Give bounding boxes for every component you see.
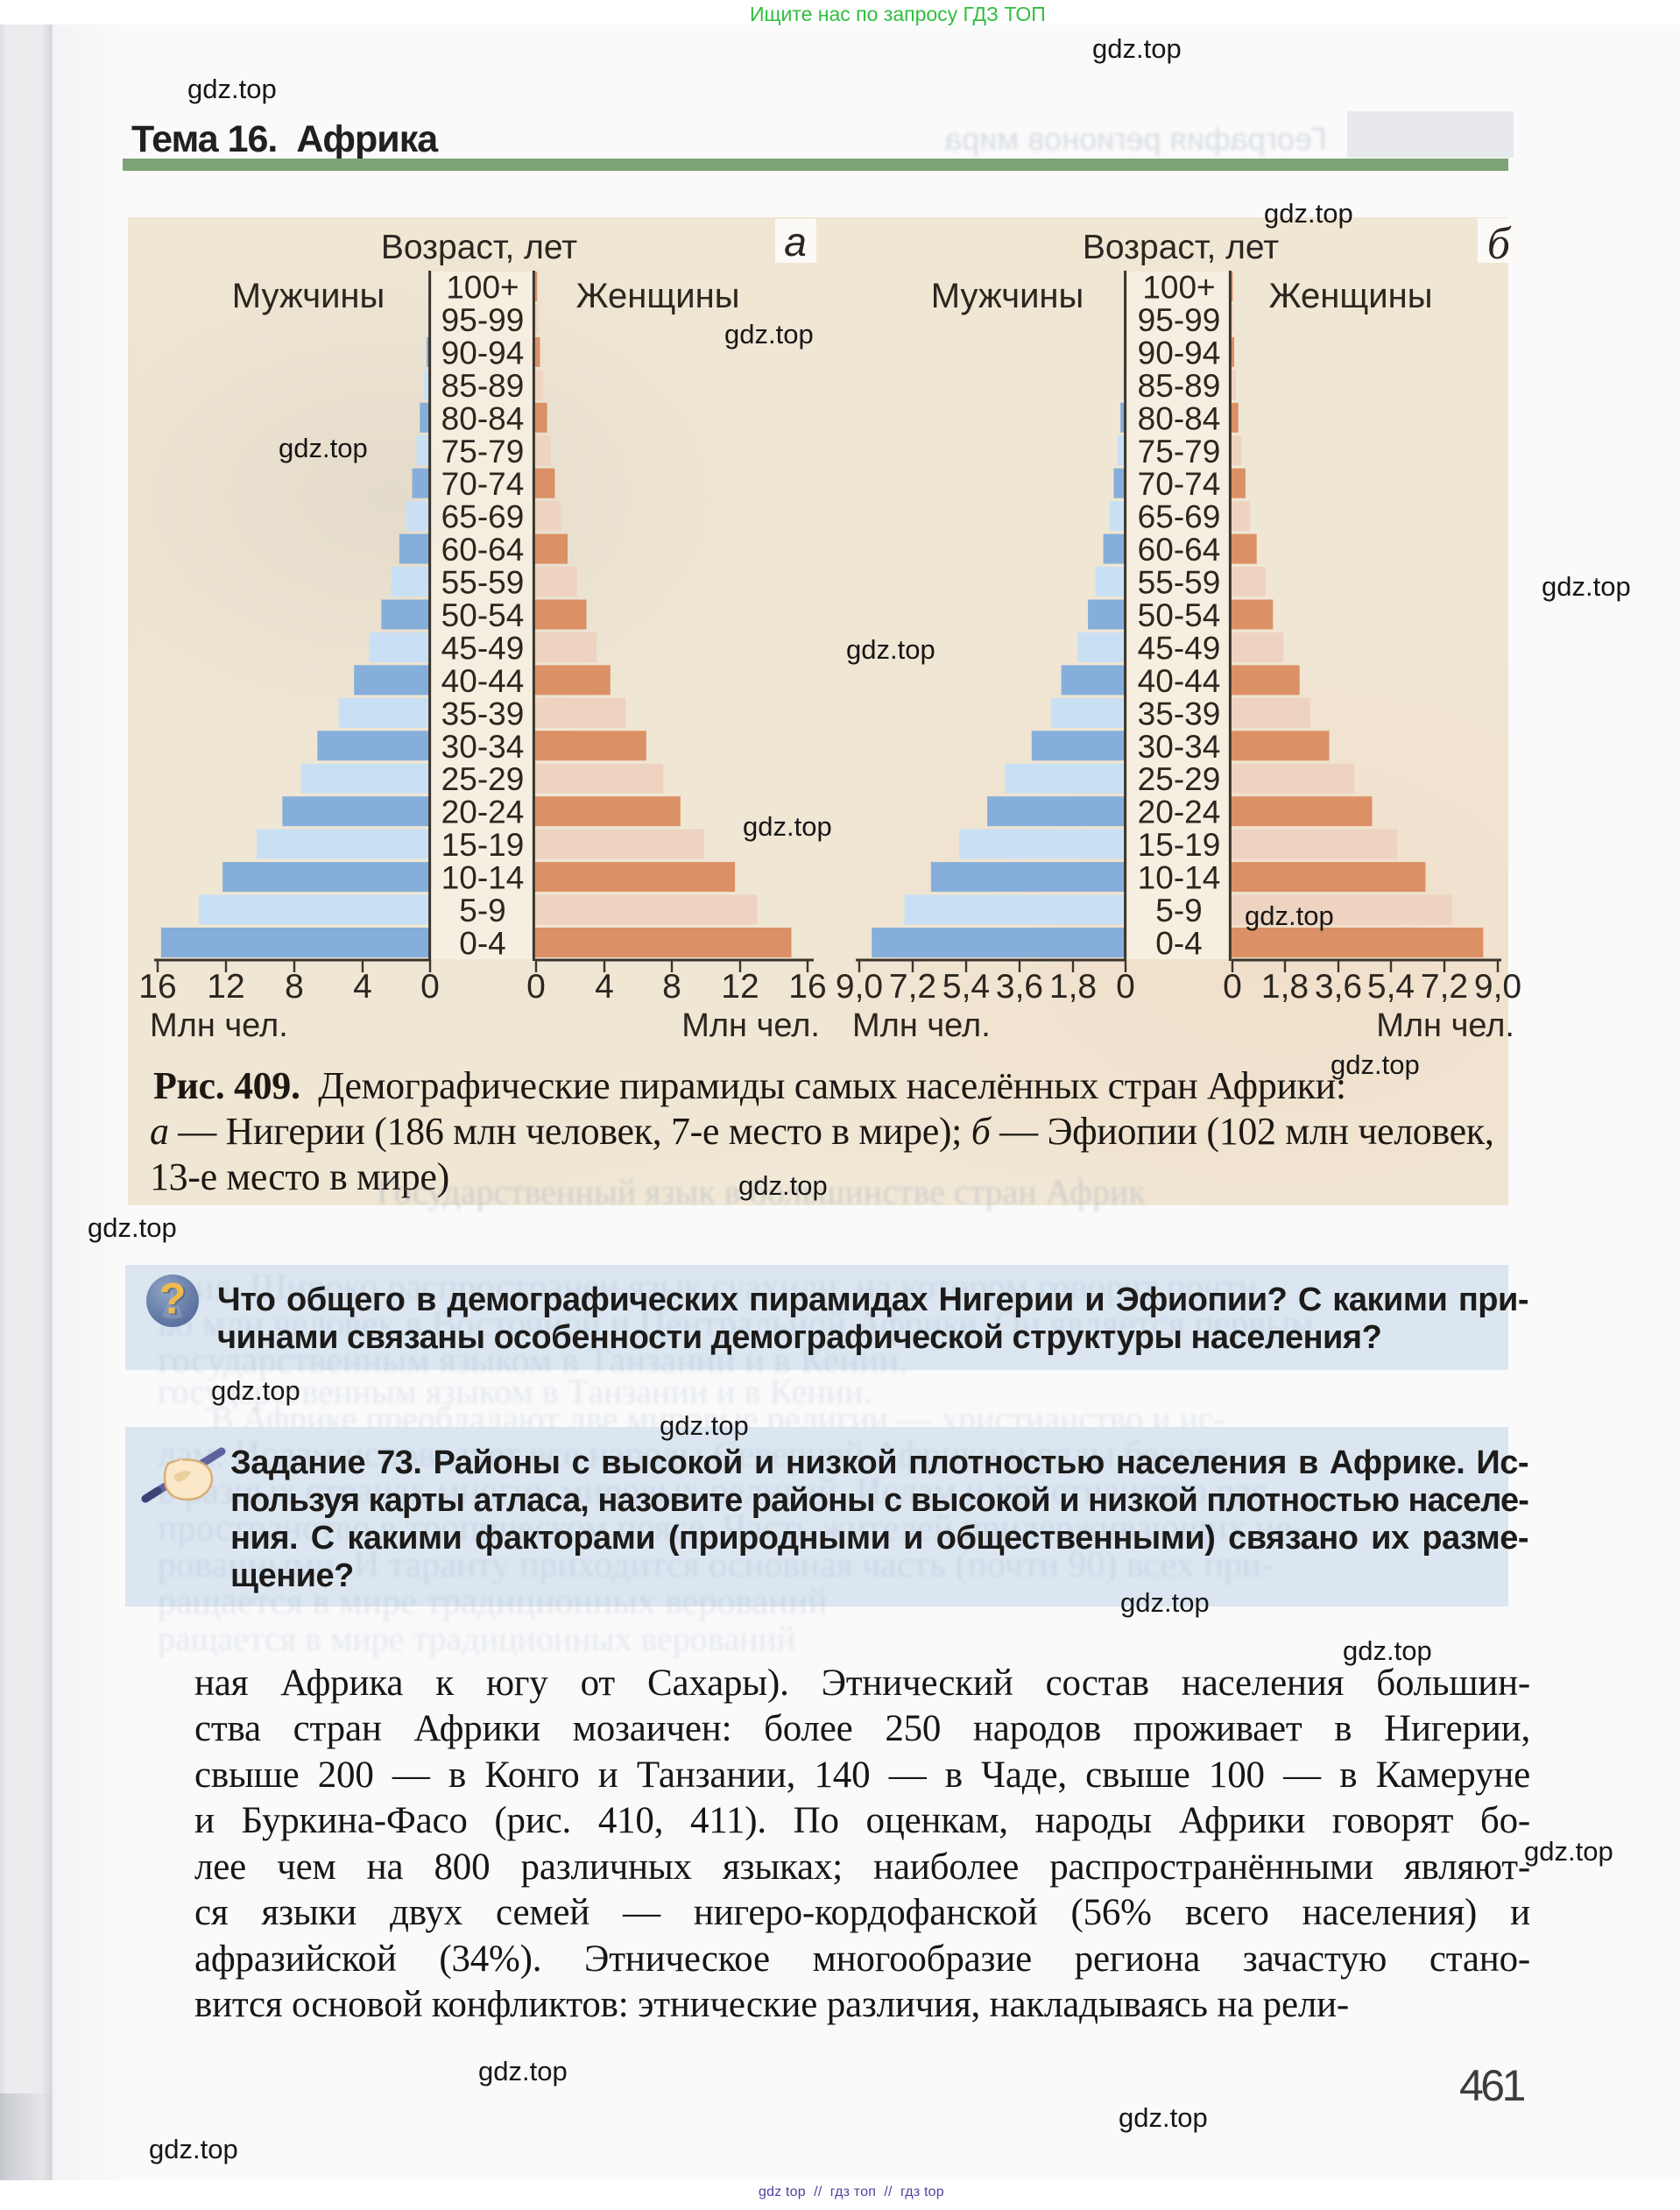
svg-text:30-34: 30-34 — [1138, 729, 1221, 765]
svg-text:0: 0 — [420, 968, 440, 1006]
svg-text:Возраст, лет: Возраст, лет — [1083, 229, 1279, 266]
svg-text:0-4: 0-4 — [459, 926, 505, 962]
svg-text:5-9: 5-9 — [459, 893, 505, 928]
svg-text:1,8: 1,8 — [1049, 968, 1097, 1006]
svg-text:55-59: 55-59 — [441, 565, 525, 601]
svg-text:60-64: 60-64 — [441, 532, 525, 568]
svg-text:10-14: 10-14 — [441, 860, 525, 896]
svg-text:Женщины: Женщины — [576, 277, 740, 315]
svg-text:40-44: 40-44 — [441, 663, 525, 699]
svg-text:?: ? — [159, 1274, 187, 1324]
svg-text:35-39: 35-39 — [1138, 695, 1221, 731]
svg-text:Млн чел.: Млн чел. — [1376, 1007, 1514, 1044]
svg-text:85-89: 85-89 — [1138, 368, 1221, 404]
svg-text:?: ? — [161, 1275, 188, 1324]
svg-text:9,0: 9,0 — [836, 968, 883, 1006]
svg-text:95-99: 95-99 — [441, 302, 525, 338]
svg-text:0: 0 — [526, 968, 546, 1006]
svg-text:65-69: 65-69 — [441, 499, 525, 535]
svg-text:Млн чел.: Млн чел. — [150, 1007, 288, 1044]
svg-text:7,2: 7,2 — [1421, 968, 1468, 1006]
svg-text:95-99: 95-99 — [1138, 302, 1221, 338]
svg-text:85-89: 85-89 — [441, 368, 525, 404]
svg-text:90-94: 90-94 — [441, 335, 525, 371]
svg-text:100+: 100+ — [446, 270, 519, 306]
svg-text:15-19: 15-19 — [1138, 827, 1221, 863]
svg-text:15-19: 15-19 — [441, 827, 525, 863]
svg-text:5,4: 5,4 — [942, 968, 990, 1006]
svg-text:25-29: 25-29 — [1138, 761, 1221, 797]
svg-text:3,6: 3,6 — [1315, 968, 1362, 1006]
svg-text:55-59: 55-59 — [1138, 565, 1221, 601]
svg-text:Мужчины: Мужчины — [232, 277, 385, 315]
svg-text:3,6: 3,6 — [996, 968, 1043, 1006]
svg-text:8: 8 — [662, 968, 681, 1006]
svg-text:50-54: 50-54 — [1138, 597, 1221, 633]
svg-text:50-54: 50-54 — [441, 597, 525, 633]
svg-text:80-84: 80-84 — [441, 400, 525, 436]
svg-text:12: 12 — [207, 968, 244, 1006]
svg-text:Возраст, лет: Возраст, лет — [381, 229, 577, 266]
svg-text:16: 16 — [138, 968, 176, 1006]
svg-text:45-49: 45-49 — [1138, 631, 1221, 667]
svg-text:4: 4 — [353, 968, 372, 1006]
svg-text:б: б — [1487, 219, 1512, 269]
svg-text:0: 0 — [1223, 968, 1242, 1006]
svg-text:90-94: 90-94 — [1138, 335, 1221, 371]
svg-text:20-24: 20-24 — [441, 794, 525, 830]
svg-text:5-9: 5-9 — [1155, 893, 1202, 928]
svg-text:0-4: 0-4 — [1155, 926, 1202, 962]
svg-text:75-79: 75-79 — [1138, 434, 1221, 470]
svg-text:100+: 100+ — [1142, 270, 1215, 306]
svg-text:16: 16 — [788, 968, 826, 1006]
svg-text:30-34: 30-34 — [441, 729, 525, 765]
svg-text:Женщины: Женщины — [1269, 277, 1433, 315]
svg-text:Мужчины: Мужчины — [931, 277, 1084, 315]
svg-text:70-74: 70-74 — [1138, 466, 1221, 502]
svg-text:40-44: 40-44 — [1138, 663, 1221, 699]
svg-text:1,8: 1,8 — [1261, 968, 1309, 1006]
svg-text:80-84: 80-84 — [1138, 400, 1221, 436]
svg-text:45-49: 45-49 — [441, 631, 525, 667]
svg-text:9,0: 9,0 — [1474, 968, 1521, 1006]
svg-text:60-64: 60-64 — [1138, 532, 1221, 568]
svg-text:25-29: 25-29 — [441, 761, 525, 797]
svg-text:10-14: 10-14 — [1138, 860, 1221, 896]
svg-text:4: 4 — [595, 968, 614, 1006]
svg-text:а: а — [784, 219, 807, 265]
svg-text:7,2: 7,2 — [889, 968, 936, 1006]
svg-text:70-74: 70-74 — [441, 466, 525, 502]
svg-text:12: 12 — [721, 968, 759, 1006]
svg-text:75-79: 75-79 — [441, 434, 525, 470]
svg-text:65-69: 65-69 — [1138, 499, 1221, 535]
svg-text:35-39: 35-39 — [441, 695, 525, 731]
svg-text:0: 0 — [1116, 968, 1135, 1006]
svg-text:20-24: 20-24 — [1138, 794, 1221, 830]
svg-text:8: 8 — [285, 968, 304, 1006]
svg-text:5,4: 5,4 — [1367, 968, 1415, 1006]
svg-text:Млн чел.: Млн чел. — [681, 1007, 820, 1044]
svg-text:Млн чел.: Млн чел. — [852, 1007, 991, 1044]
